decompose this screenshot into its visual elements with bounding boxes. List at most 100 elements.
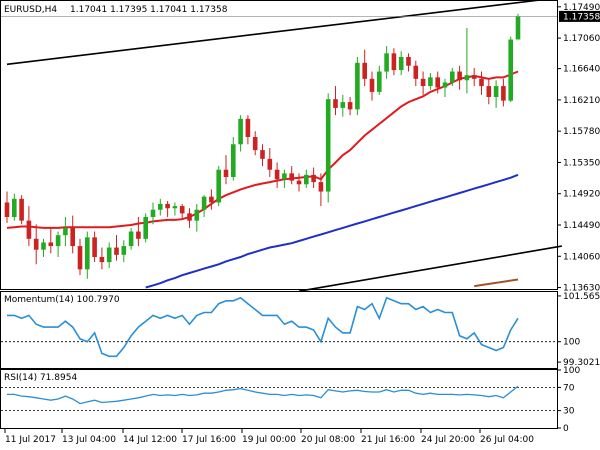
candle	[428, 73, 433, 90]
candle	[391, 48, 397, 76]
candle-body	[99, 257, 105, 263]
candle	[369, 71, 375, 101]
candle-body	[92, 237, 97, 257]
price-tick-label: 1.17490	[563, 3, 600, 13]
candle	[479, 71, 484, 95]
candle-body	[260, 150, 265, 159]
time-tick-label: 20 Jul 08:00	[301, 435, 355, 445]
candle-body	[194, 209, 200, 221]
channel-line	[6, 0, 547, 66]
candle	[70, 215, 75, 254]
symbol-label: EURUSD,H4	[4, 5, 57, 15]
candle	[150, 202, 156, 225]
momentum-title: Momentum(14) 100.7970	[4, 295, 120, 305]
candle	[252, 131, 258, 156]
candle	[384, 46, 389, 79]
time-tick-label: 21 Jul 16:00	[361, 435, 415, 445]
candle-body	[515, 16, 521, 40]
candle	[77, 238, 83, 276]
candle	[143, 213, 148, 243]
time-tick-label: 19 Jul 00:00	[242, 435, 296, 445]
candle	[158, 198, 163, 216]
candle-body	[216, 169, 221, 203]
candle-body	[413, 65, 419, 79]
candle-body	[26, 220, 32, 239]
candle	[106, 242, 112, 268]
price-tick-label: 1.14490	[563, 221, 600, 231]
candle	[355, 57, 360, 116]
rsi-tick-label: 70	[563, 383, 575, 393]
current-price-label-bg	[559, 10, 600, 22]
candle	[55, 231, 61, 257]
candle	[435, 71, 440, 94]
price-tick-label: 1.16640	[563, 65, 600, 75]
candle	[457, 65, 462, 90]
price-tick-label: 1.15350	[563, 158, 600, 168]
candle	[136, 217, 141, 247]
momentum-tick-label: 100	[563, 338, 580, 348]
candle-body	[172, 206, 178, 209]
candle-body	[318, 182, 324, 192]
candle	[26, 206, 32, 247]
candle	[464, 27, 470, 94]
candle	[311, 167, 316, 188]
time-tick-label: 26 Jul 04:00	[480, 435, 534, 445]
rsi-title: RSI(14) 71.8954	[4, 373, 77, 383]
candle-body	[486, 86, 492, 97]
candle	[486, 78, 492, 105]
moving-average-slow	[474, 278, 519, 288]
candle	[260, 144, 265, 167]
candle-body	[333, 99, 338, 108]
candle	[216, 166, 221, 207]
candle-body	[63, 227, 68, 236]
time-axis: 11 Jul 2017 13 Jul 04:00 14 Jul 12:00 17 Ju…	[4, 429, 534, 445]
candle	[231, 137, 236, 181]
candle-body	[464, 75, 470, 81]
ohlc-readout: 1.17041 1.17395 1.17041 1.17358	[70, 5, 228, 15]
candle	[121, 240, 127, 263]
candle-body	[282, 173, 287, 180]
candle	[33, 224, 39, 265]
candle-body	[471, 75, 477, 79]
candle	[340, 94, 346, 117]
candle-body	[296, 180, 302, 185]
candle	[223, 155, 229, 185]
candle-body	[187, 213, 192, 221]
candle	[85, 231, 90, 279]
candle	[179, 203, 185, 219]
candle-body	[121, 246, 127, 255]
candle	[238, 115, 243, 152]
candle-body	[493, 86, 499, 97]
candle-body	[267, 158, 273, 170]
candle	[347, 97, 353, 116]
time-tick-label: 24 Jul 20:00	[421, 435, 475, 445]
candle-body	[311, 174, 316, 183]
channel-line	[298, 245, 562, 292]
candle-body	[377, 71, 382, 92]
candle-body	[391, 53, 397, 71]
candle	[377, 65, 382, 95]
candle	[420, 71, 426, 95]
candle-body	[508, 39, 513, 101]
price-tick-label: 1.14920	[563, 190, 600, 200]
candle-body	[4, 202, 10, 217]
reference-lines	[1, 341, 557, 412]
moving-averages	[6, 70, 519, 289]
candle-body	[435, 77, 440, 88]
candle-body	[325, 99, 331, 192]
price-axis: 1.17490 1.17060 1.16640 1.16210 1.15780 1.153…	[1, 3, 600, 434]
candle	[362, 49, 367, 87]
candle	[128, 227, 134, 250]
candle-body	[150, 209, 156, 217]
candle-body	[420, 78, 426, 87]
candle-body	[479, 78, 484, 87]
candle	[493, 80, 499, 108]
candle	[209, 189, 214, 210]
oscillator-lines	[7, 296, 519, 405]
candle	[4, 191, 10, 223]
rsi-line	[7, 385, 519, 405]
price-tick-label: 1.15780	[563, 127, 600, 137]
candle-body	[223, 169, 229, 177]
candle-body	[362, 62, 367, 79]
